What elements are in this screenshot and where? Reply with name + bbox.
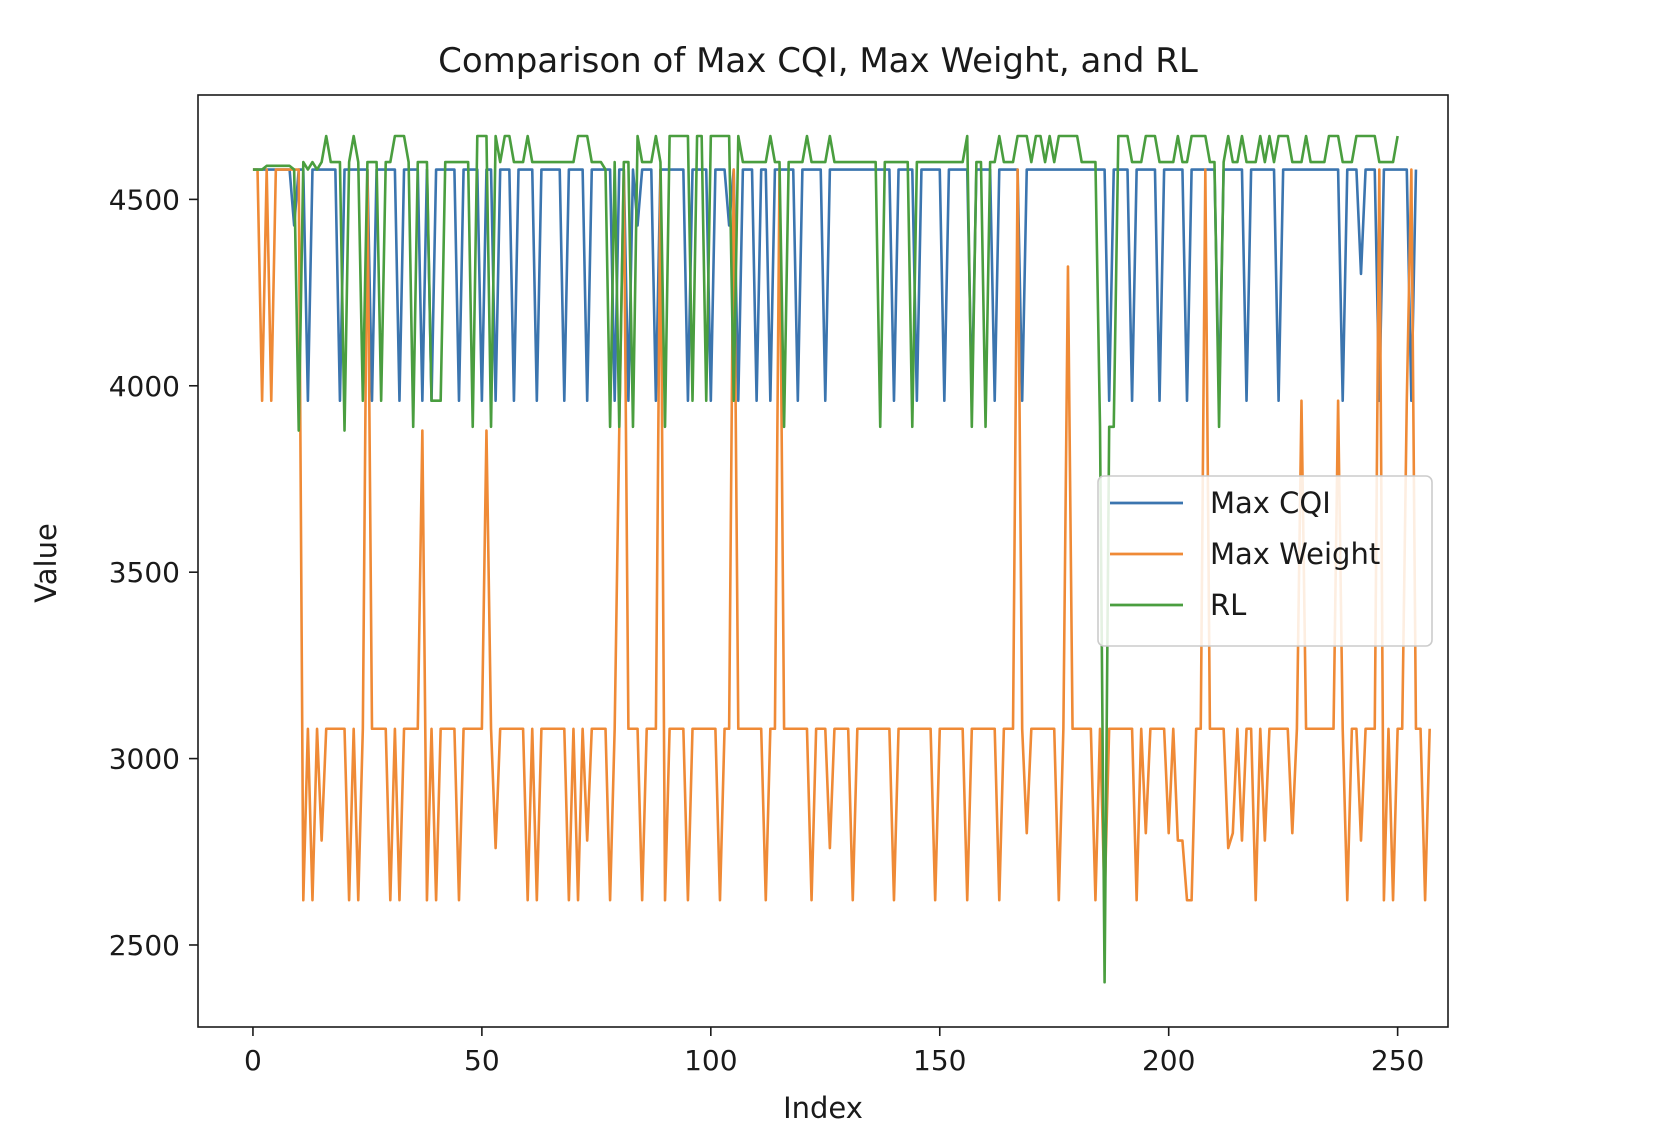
- y-tick-label: 3500: [109, 556, 180, 589]
- legend-box: [1097, 475, 1433, 647]
- legend-label: RL: [1210, 588, 1246, 622]
- series-line-rl: [252, 134, 1399, 984]
- series-layer: [252, 134, 1431, 984]
- series-line-max-weight: [252, 168, 1431, 902]
- y-tick-label: 4500: [109, 183, 180, 216]
- x-tick-label: 200: [1142, 1044, 1195, 1077]
- x-axis-ticks: 0 50 100 150 200 250: [244, 1027, 1424, 1077]
- x-tick-label: 250: [1371, 1044, 1424, 1077]
- y-axis-ticks: 2500 3000 3500 4000 4500: [109, 183, 198, 962]
- x-tick-label: 150: [913, 1044, 966, 1077]
- legend-label: Max Weight: [1210, 537, 1380, 571]
- x-tick-label: 100: [684, 1044, 737, 1077]
- x-axis-label: Index: [783, 1091, 863, 1125]
- y-axis-label: Value: [29, 523, 63, 603]
- x-tick-label: 0: [244, 1044, 262, 1077]
- y-tick-label: 4000: [109, 370, 180, 403]
- legend-label: Max CQI: [1210, 486, 1331, 520]
- y-tick-label: 3000: [109, 743, 180, 776]
- chart-title: Comparison of Max CQI, Max Weight, and R…: [438, 41, 1198, 81]
- x-tick-label: 50: [464, 1044, 500, 1077]
- plot-border: [197, 94, 1449, 1028]
- y-tick-label: 2500: [109, 929, 180, 962]
- legend: Max CQI Max Weight RL: [1097, 475, 1433, 647]
